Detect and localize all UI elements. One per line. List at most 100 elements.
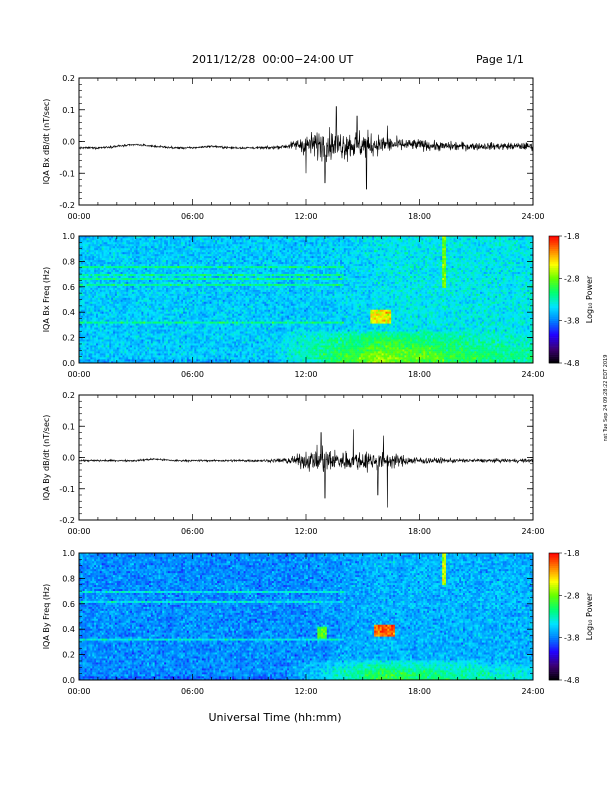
spectrogram-cell [94,286,96,288]
spectrogram-cell [115,298,117,300]
spectrogram-cell [109,288,111,290]
spectrogram-cell [94,313,96,315]
spectrogram-cell [115,353,117,355]
spectrogram-cell [102,296,104,298]
spectrogram-cell [100,246,102,248]
spectrogram-cell [105,252,107,254]
spectrogram-cell [92,333,94,335]
spectrogram-cell [102,335,104,337]
spectrogram-cell [121,329,123,331]
spectrogram-cell [117,329,119,331]
spectrogram-cell [102,240,104,242]
spectrogram-cell [88,294,90,296]
spectrogram-cell [111,248,113,250]
spectrogram-cell [107,248,109,250]
spectrogram-cell [111,309,113,311]
spectrogram-cell [102,345,104,347]
spectrogram-cell [109,357,111,359]
spectrogram-cell [96,252,98,254]
spectrogram-cell [117,335,119,337]
spectrogram-cell [100,258,102,260]
spectrogram-cell [113,333,115,335]
spectrogram-cell [111,294,113,296]
spectrogram-cell [92,246,94,248]
spectrogram-cell [113,238,115,240]
spectrogram-cell [98,331,100,333]
spectrogram-cell [81,327,83,329]
spectrogram-cell [83,274,85,276]
spectrogram-cell [94,294,96,296]
spectrogram-cell [98,248,100,250]
spectrogram-cell [83,333,85,335]
spectrogram-cell [88,305,90,307]
spectrogram-cell [104,343,106,345]
spectrogram-cell [113,278,115,280]
spectrogram-cell [94,305,96,307]
spectrogram-cell [94,323,96,325]
spectrogram-cell [111,292,113,294]
spectrogram-cell [98,300,100,302]
spectrogram-cell [92,268,94,270]
spectrogram-cell [107,252,109,254]
spectrogram-cell [94,355,96,357]
spectrogram-cell [109,290,111,292]
spectrogram-cell [94,256,96,258]
spectrogram-cell [121,355,123,357]
spectrogram-cell [94,329,96,331]
spectrogram-cell [104,301,106,303]
spectrogram-cell [105,309,107,311]
spectrogram-cell [100,248,102,250]
spectrogram-cell [111,290,113,292]
spectrogram-cell [83,266,85,268]
spectrogram-cell [92,327,94,329]
spectrogram-cell [117,266,119,268]
spectrogram-cell [104,323,106,325]
spectrogram-cell [87,345,89,347]
spectrogram-cell [113,294,115,296]
spectrogram-cell [102,270,104,272]
spectrogram-cell [96,274,98,276]
spectrogram-cell [85,254,87,256]
spectrogram-cell [111,244,113,246]
spectrogram-cell [96,248,98,250]
spectrogram-cell [94,357,96,359]
spectrogram-cell [83,313,85,315]
spectrogram-cell [105,351,107,353]
spectrogram-cell [119,262,121,264]
spectrogram-cell [85,294,87,296]
spectrogram-cell [88,343,90,345]
spectrogram-cell [111,339,113,341]
spectrogram-cell [96,317,98,319]
spectrogram-cell [85,246,87,248]
spectrogram-cell [81,238,83,240]
spectrogram-cell [102,246,104,248]
spectrogram-cell [90,301,92,303]
spectrogram-cell [104,260,106,262]
spectrogram-cell [98,290,100,292]
spectrogram-cell [113,286,115,288]
spectrogram-cell [115,357,117,359]
spectrogram-cell [85,307,87,309]
spectrogram-cell [113,339,115,341]
spectrogram-cell [81,258,83,260]
spectrogram-cell [92,359,94,361]
spectrogram-cell [83,238,85,240]
spectrogram-cell [109,303,111,305]
spectrogram-cell [83,331,85,333]
spectrogram-cell [87,309,89,311]
spectrogram-cell [90,268,92,270]
spectrogram-cell [102,357,104,359]
spectrogram-cell [115,288,117,290]
spectrogram-cell [117,331,119,333]
spectrogram-cell [83,301,85,303]
spectrogram-cell [107,242,109,244]
spectrogram-cell [109,323,111,325]
spectrogram-cell [85,305,87,307]
spectrogram-cell [109,353,111,355]
spectrogram-cell [119,317,121,319]
spectrogram-cell [96,246,98,248]
spectrogram-cell [119,309,121,311]
spectrogram-cell [94,274,96,276]
spectrogram-cell [92,278,94,280]
spectrogram-cell [111,238,113,240]
